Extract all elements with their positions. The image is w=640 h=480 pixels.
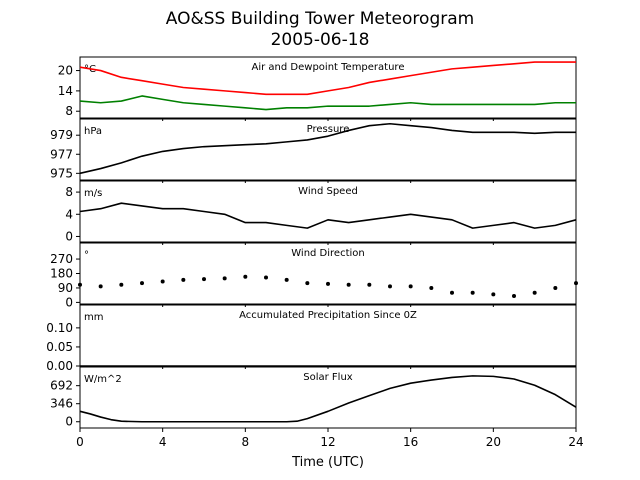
x-tick-label: 0	[76, 435, 84, 449]
y-tick-label: 0.05	[46, 340, 73, 354]
series-point	[305, 281, 310, 286]
y-tick-label: 346	[50, 397, 73, 411]
series-line-1	[79, 122, 576, 175]
y-tick-label: 270	[50, 252, 73, 266]
x-tick-label: 20	[486, 435, 501, 449]
series-point	[119, 282, 124, 287]
series-point	[264, 275, 268, 280]
x-tick-label: 24	[568, 435, 583, 449]
panel-unit-label: m/s	[84, 188, 102, 199]
x-axis: 0 4 8 12 16 20 24	[76, 428, 584, 449]
series-point	[98, 284, 103, 289]
panel-unit-label: °	[84, 250, 89, 261]
y-tick-label: 0.00	[46, 359, 73, 373]
figure-title: AO&SS Building Tower Meteorogram	[166, 9, 474, 29]
series-point	[408, 284, 413, 289]
series-point	[78, 282, 82, 287]
series-point	[532, 290, 537, 295]
panel-title: Pressure	[307, 124, 350, 135]
series-point	[202, 277, 206, 282]
panel-title: Wind Direction	[291, 248, 365, 259]
panel-title: Accumulated Precipitation Since 0Z	[239, 310, 417, 321]
series-point	[574, 281, 578, 286]
series-point	[512, 293, 516, 298]
panel-title: Solar Flux	[303, 372, 353, 383]
series-point	[470, 290, 475, 295]
series-line-1	[79, 375, 577, 423]
panel-5: mm Accumulated Precipitation Since 0Z 0.00…	[46, 304, 577, 373]
y-tick-label: 8	[65, 185, 73, 199]
y-tick-label: 0	[65, 415, 73, 429]
y-tick-label: 979	[50, 128, 73, 142]
y-tick-label: 8	[65, 104, 73, 118]
series-line-1	[79, 61, 576, 96]
series-line-2	[79, 95, 576, 111]
x-tick-label: 8	[242, 435, 250, 449]
y-tick-label: 0	[65, 229, 73, 243]
panel-title: Air and Dewpoint Temperature	[252, 62, 405, 73]
series-point	[388, 284, 392, 289]
y-tick-label: 692	[50, 379, 73, 393]
y-tick-label: 14	[58, 84, 73, 98]
y-tick-label: 180	[50, 267, 73, 281]
series-point	[160, 279, 165, 284]
series-point	[243, 274, 248, 279]
series-point	[346, 282, 351, 287]
series-point	[491, 292, 496, 297]
series-point	[553, 285, 558, 290]
figure-subtitle: 2005-06-18	[271, 30, 370, 50]
panel-3: m/s Wind Speed 0 4 8	[65, 180, 577, 245]
panel-unit-label: hPa	[84, 126, 102, 137]
series-point	[429, 285, 434, 290]
x-axis-label: Time (UTC)	[291, 455, 364, 470]
x-tick-label: 4	[159, 435, 167, 449]
series-point	[450, 290, 454, 295]
x-tick-label: 16	[403, 435, 418, 449]
y-tick-label: 0.10	[46, 321, 73, 335]
series-point	[181, 277, 186, 282]
panel-title: Wind Speed	[298, 186, 358, 197]
series-point	[222, 276, 227, 281]
series-point	[284, 277, 289, 282]
series-point	[367, 282, 372, 287]
series-point	[140, 281, 144, 286]
panel-2: hPa Pressure 975 977 979	[50, 118, 577, 183]
panel-unit-label: W/m^2	[84, 374, 122, 385]
series-line-1	[79, 202, 577, 229]
y-tick-label: 90	[58, 281, 73, 295]
y-tick-label: 0	[65, 295, 73, 309]
y-tick-label: 975	[50, 166, 73, 180]
panel-unit-label: mm	[84, 312, 103, 323]
x-tick-label: 12	[320, 435, 335, 449]
y-tick-label: 20	[58, 64, 73, 78]
series-point	[326, 281, 330, 286]
y-tick-label: 4	[65, 207, 73, 221]
y-tick-label: 977	[50, 147, 73, 161]
